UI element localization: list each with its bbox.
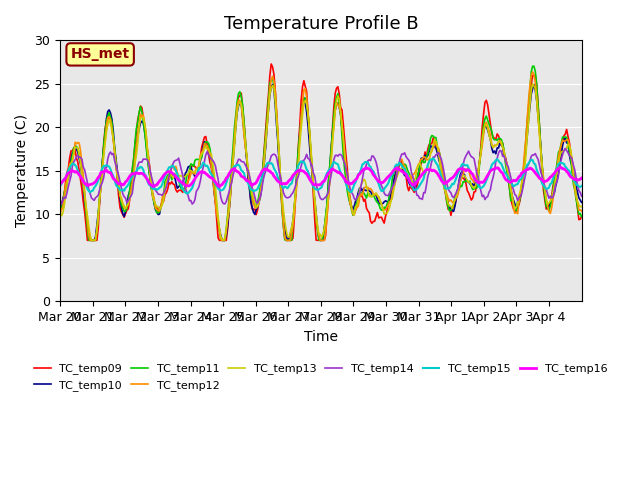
TC_temp14 bbox=[577, 190, 584, 195]
TC_temp14 bbox=[578, 193, 586, 199]
TC_temp16 bbox=[557, 165, 565, 170]
TC_temp16 bbox=[577, 176, 584, 182]
TC_temp09 bbox=[92, 238, 99, 243]
TC_temp12 bbox=[56, 210, 64, 216]
TC_temp15 bbox=[74, 168, 82, 174]
TC_temp14 bbox=[56, 201, 64, 206]
TC_temp13 bbox=[577, 204, 584, 210]
TC_temp12 bbox=[429, 144, 437, 150]
TC_temp12 bbox=[86, 238, 94, 243]
TC_temp13 bbox=[56, 209, 64, 215]
TC_temp11 bbox=[74, 145, 82, 151]
TC_temp16 bbox=[216, 184, 223, 190]
TC_temp10 bbox=[269, 82, 276, 87]
TC_temp12 bbox=[92, 238, 99, 243]
TC_temp12 bbox=[74, 140, 82, 145]
TC_temp10 bbox=[74, 149, 82, 155]
TC_temp14 bbox=[507, 175, 515, 180]
Line: TC_temp13: TC_temp13 bbox=[60, 84, 582, 240]
Line: TC_temp12: TC_temp12 bbox=[60, 72, 582, 240]
TC_temp09 bbox=[431, 140, 438, 146]
TC_temp16 bbox=[507, 180, 515, 185]
Line: TC_temp11: TC_temp11 bbox=[60, 66, 582, 240]
TC_temp13 bbox=[429, 142, 437, 148]
X-axis label: Time: Time bbox=[304, 330, 338, 344]
Text: HS_met: HS_met bbox=[70, 48, 130, 61]
TC_temp14 bbox=[326, 180, 333, 185]
Line: TC_temp10: TC_temp10 bbox=[60, 84, 582, 240]
TC_temp11 bbox=[86, 238, 94, 243]
TC_temp13 bbox=[507, 188, 515, 193]
TC_temp13 bbox=[88, 238, 95, 243]
TC_temp10 bbox=[56, 207, 64, 213]
TC_temp11 bbox=[326, 163, 333, 168]
TC_temp15 bbox=[429, 156, 437, 161]
TC_temp09 bbox=[74, 159, 82, 165]
TC_temp14 bbox=[188, 201, 196, 207]
TC_temp10 bbox=[577, 197, 584, 203]
TC_temp13 bbox=[578, 204, 586, 209]
TC_temp15 bbox=[508, 181, 516, 187]
TC_temp11 bbox=[507, 198, 515, 204]
TC_temp16 bbox=[74, 170, 82, 176]
TC_temp16 bbox=[326, 169, 333, 175]
TC_temp16 bbox=[578, 175, 586, 181]
TC_temp13 bbox=[92, 236, 99, 242]
TC_temp11 bbox=[92, 238, 99, 243]
Line: TC_temp14: TC_temp14 bbox=[60, 148, 582, 204]
TC_temp15 bbox=[56, 183, 64, 189]
TC_temp15 bbox=[183, 191, 191, 196]
TC_temp09 bbox=[56, 208, 64, 214]
TC_temp10 bbox=[431, 144, 438, 149]
TC_temp09 bbox=[578, 214, 586, 219]
TC_temp12 bbox=[507, 185, 515, 191]
Line: TC_temp15: TC_temp15 bbox=[60, 158, 582, 193]
TC_temp16 bbox=[429, 167, 437, 173]
TC_temp12 bbox=[529, 69, 536, 75]
TC_temp16 bbox=[56, 181, 64, 187]
TC_temp09 bbox=[84, 238, 92, 243]
TC_temp12 bbox=[326, 179, 333, 185]
TC_temp11 bbox=[578, 214, 586, 219]
TC_temp15 bbox=[578, 183, 586, 189]
TC_temp15 bbox=[90, 185, 98, 191]
TC_temp09 bbox=[508, 202, 516, 207]
TC_temp11 bbox=[56, 207, 64, 213]
Line: TC_temp09: TC_temp09 bbox=[60, 64, 582, 240]
TC_temp10 bbox=[88, 238, 95, 243]
TC_temp14 bbox=[561, 145, 569, 151]
Legend: TC_temp09, TC_temp10, TC_temp11, TC_temp12, TC_temp13, TC_temp14, TC_temp15, TC_: TC_temp09, TC_temp10, TC_temp11, TC_temp… bbox=[29, 359, 612, 396]
TC_temp10 bbox=[578, 200, 586, 205]
TC_temp09 bbox=[268, 61, 275, 67]
TC_temp14 bbox=[90, 198, 98, 204]
TC_temp15 bbox=[326, 166, 333, 172]
TC_temp09 bbox=[577, 216, 584, 222]
TC_temp14 bbox=[429, 154, 437, 160]
TC_temp10 bbox=[508, 193, 516, 199]
TC_temp13 bbox=[74, 145, 82, 151]
TC_temp12 bbox=[577, 207, 584, 213]
TC_temp15 bbox=[431, 157, 438, 163]
TC_temp13 bbox=[326, 177, 333, 182]
Line: TC_temp16: TC_temp16 bbox=[60, 168, 582, 187]
TC_temp11 bbox=[529, 63, 536, 69]
TC_temp09 bbox=[327, 149, 335, 155]
TC_temp16 bbox=[90, 180, 98, 186]
TC_temp15 bbox=[577, 184, 584, 190]
TC_temp10 bbox=[327, 147, 335, 153]
TC_temp12 bbox=[578, 208, 586, 214]
TC_temp10 bbox=[92, 234, 99, 240]
TC_temp13 bbox=[529, 81, 536, 86]
Y-axis label: Temperature (C): Temperature (C) bbox=[15, 114, 29, 227]
TC_temp14 bbox=[74, 153, 82, 159]
TC_temp11 bbox=[577, 211, 584, 216]
TC_temp11 bbox=[429, 133, 437, 139]
Title: Temperature Profile B: Temperature Profile B bbox=[223, 15, 418, 33]
